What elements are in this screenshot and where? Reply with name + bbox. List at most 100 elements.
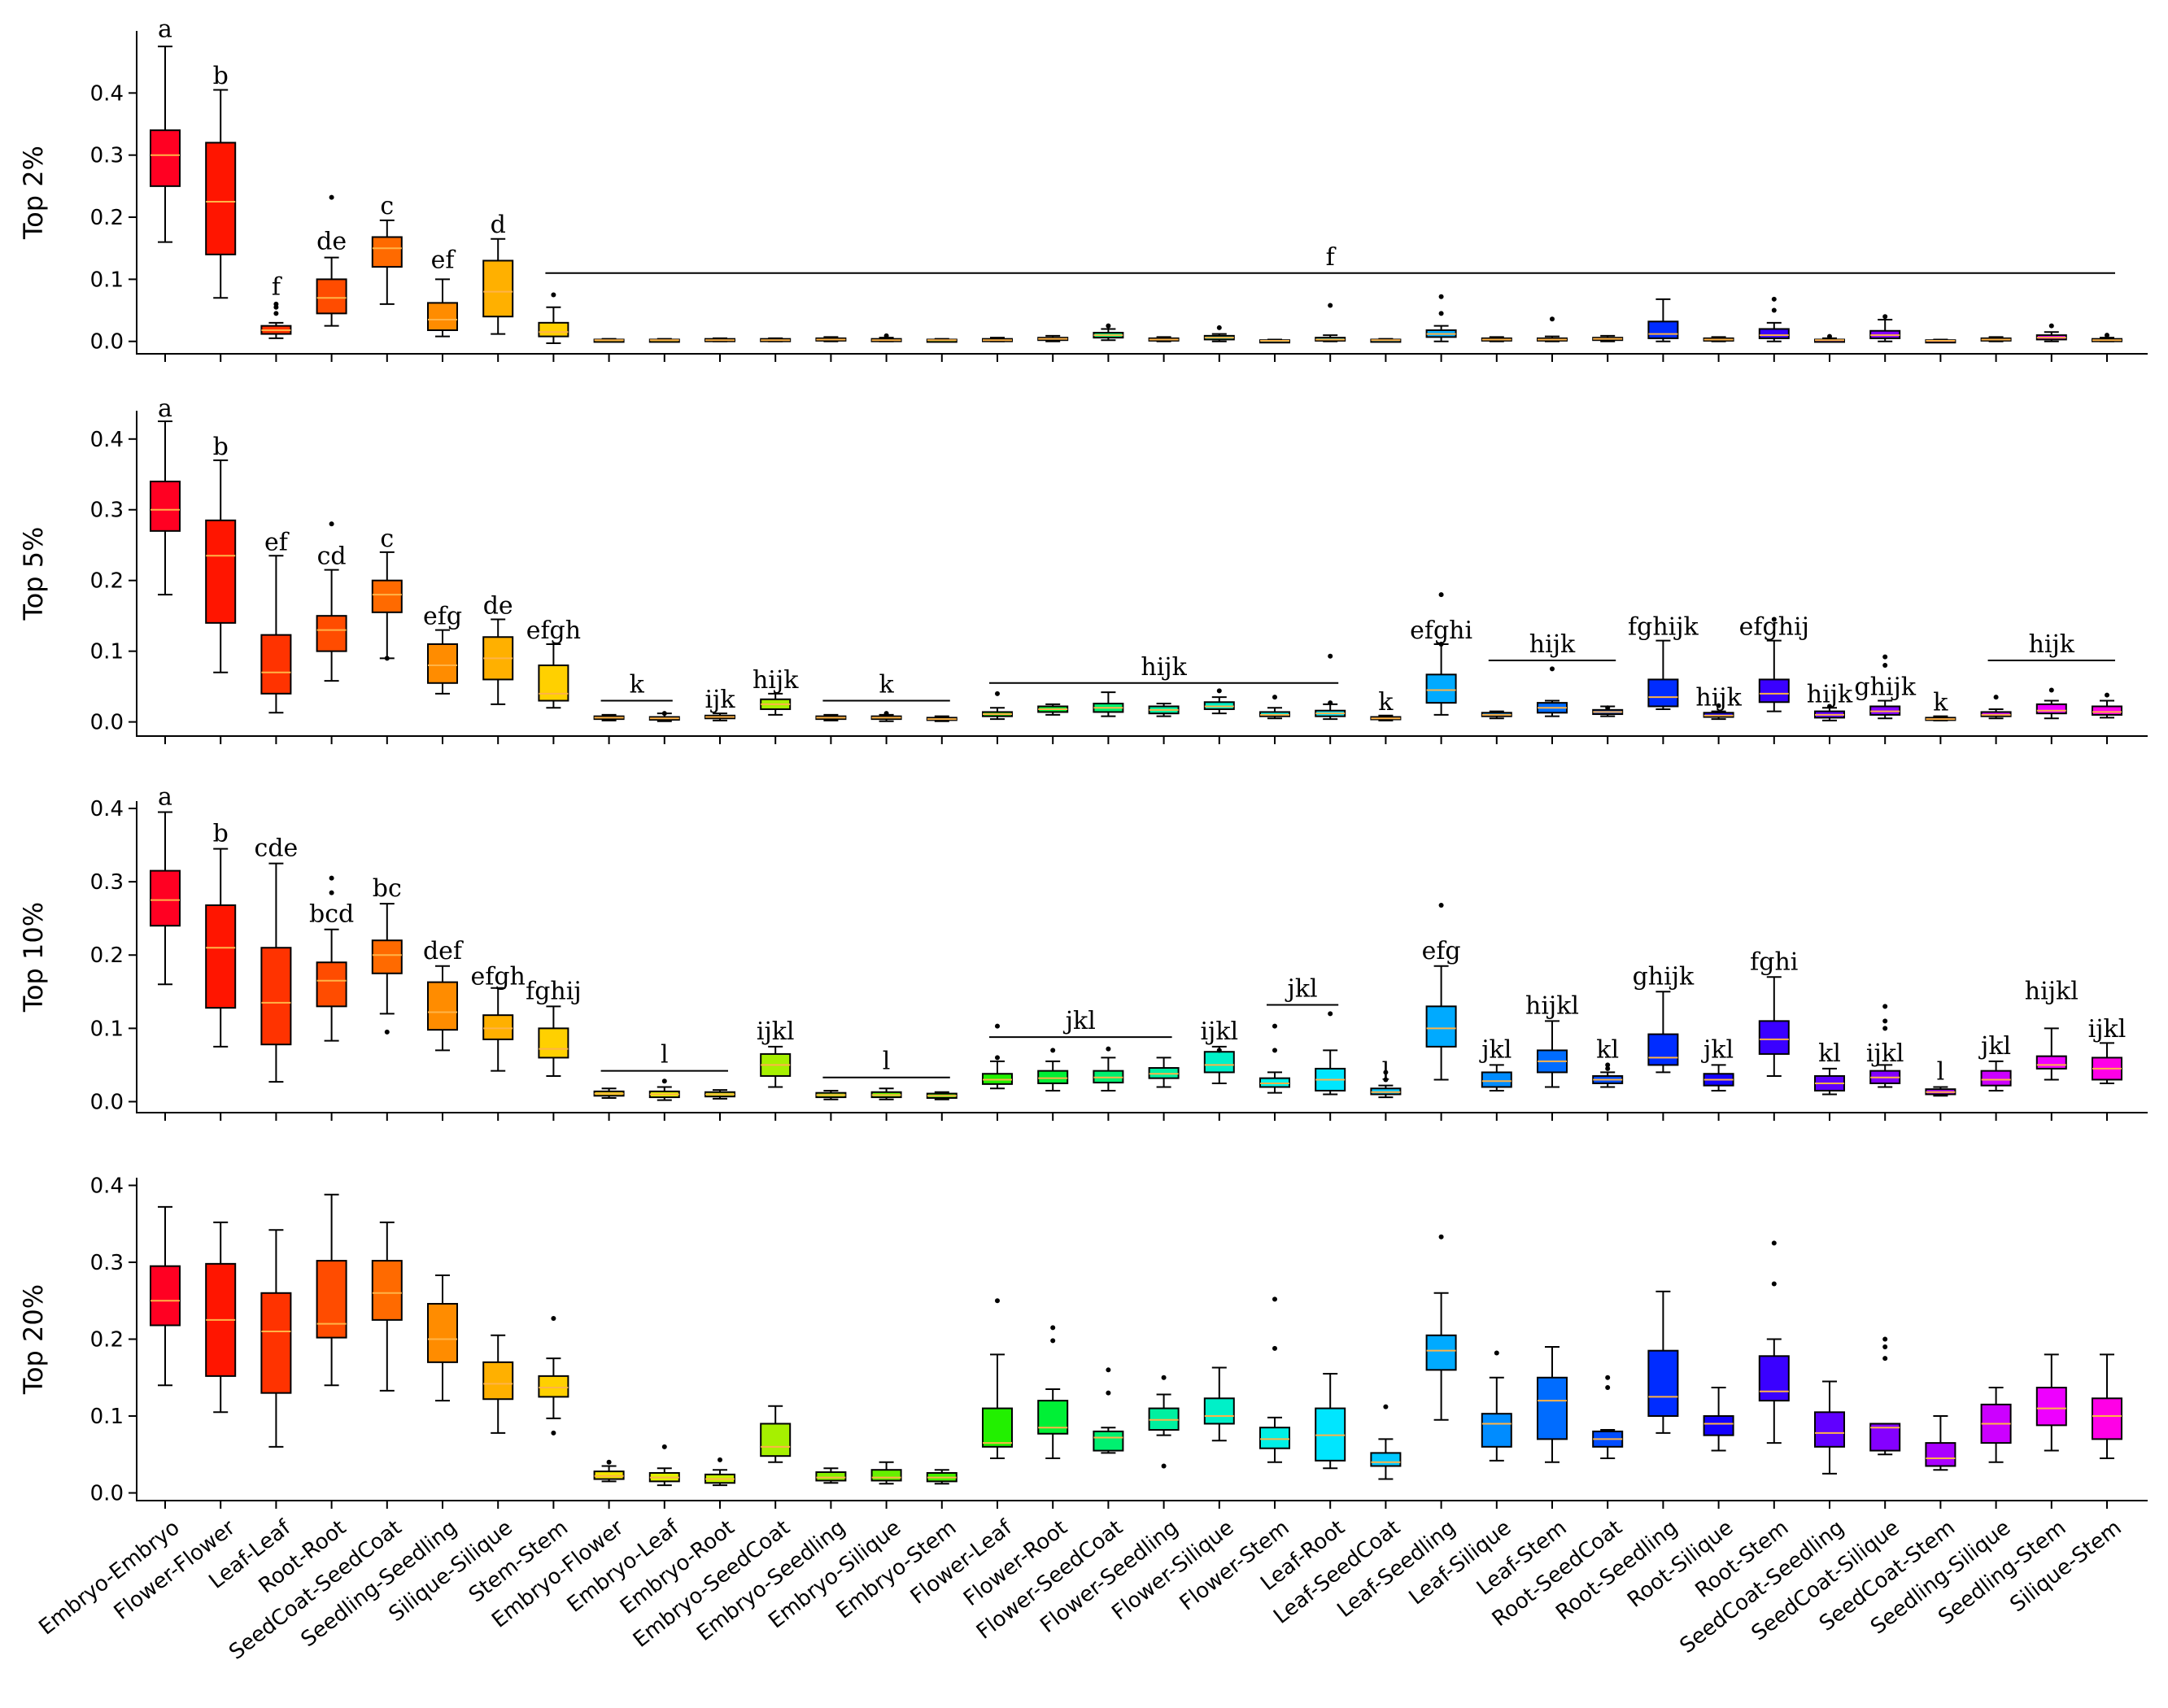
outlier-point xyxy=(329,875,334,881)
box-Embryo-Leaf xyxy=(648,711,680,722)
group-letter: f xyxy=(1326,243,1337,272)
significance-letter: bcd xyxy=(309,900,354,929)
box-Leaf-Seedling xyxy=(1425,294,1457,342)
box-Embryo-Seedling xyxy=(815,1089,847,1100)
box-Leaf-Silique xyxy=(1481,1350,1512,1462)
y-tick-label: 0.0 xyxy=(90,1090,124,1114)
box-Embryo-Silique xyxy=(870,711,902,722)
box-Root-Root xyxy=(316,194,347,327)
outlier-point xyxy=(1106,1046,1111,1052)
box-Root-Stem xyxy=(1758,1240,1790,1444)
box-Embryo-Root xyxy=(704,1457,735,1487)
y-axis-label: Top 2% xyxy=(18,146,49,240)
significance-letter: jkl xyxy=(1701,1035,1734,1064)
group-letter: l xyxy=(661,1041,669,1070)
y-tick-label: 0.1 xyxy=(90,268,124,292)
box-Embryo-Stem xyxy=(926,1469,957,1485)
significance-letter: a xyxy=(158,783,172,812)
outlier-point xyxy=(2048,687,2054,693)
box-Root-Silique xyxy=(1703,336,1734,342)
significance-letter: hijk xyxy=(1695,684,1742,712)
significance-letter: a xyxy=(158,394,172,423)
box-Leaf-Root xyxy=(1315,303,1346,342)
box-SeedCoat-Seedling xyxy=(1814,333,1845,343)
outlier-point xyxy=(995,691,1000,696)
box-Embryo-Stem xyxy=(926,715,957,722)
box-Flower-Stem xyxy=(1259,1296,1290,1463)
box-Embryo-Root xyxy=(704,337,735,342)
outlier-point xyxy=(1771,617,1777,622)
panel-4: 0.0 0.1 0.2 0.3 0.4 Top 20% xyxy=(18,1174,2148,1509)
box-Seedling-Stem xyxy=(2035,323,2067,342)
box-Flower-Leaf xyxy=(982,1298,1013,1460)
outlier-point xyxy=(2105,333,2109,338)
box-Root-Stem xyxy=(1758,296,1790,342)
significance-letter: de xyxy=(316,228,347,256)
significance-letter: ef xyxy=(264,528,290,556)
group-letter: l xyxy=(883,1048,891,1076)
box-Silique-Silique xyxy=(482,237,514,335)
outlier-point xyxy=(1882,1026,1888,1031)
y-tick-label: 0.0 xyxy=(90,1482,124,1506)
outlier-point xyxy=(1882,1336,1888,1342)
box-body xyxy=(316,615,347,652)
box-Stem-Stem xyxy=(538,292,569,345)
box-body xyxy=(150,480,181,532)
box-body xyxy=(1203,1397,1235,1425)
outlier-point xyxy=(661,1078,667,1084)
box-body xyxy=(1425,1005,1457,1048)
box-Flower-SeedCoat xyxy=(1093,691,1124,717)
outlier-point xyxy=(1106,1390,1111,1396)
box-Root-Seedling xyxy=(1647,1290,1679,1434)
box-SeedCoat-SeedCoat xyxy=(371,1221,403,1392)
outlier-point xyxy=(1328,653,1333,659)
significance-letter: efghi xyxy=(1410,617,1472,645)
y-tick-label: 0.2 xyxy=(90,1328,124,1353)
significance-letter: kl xyxy=(1596,1035,1619,1064)
y-tick-label: 0.1 xyxy=(90,1405,124,1429)
box-body xyxy=(260,1292,292,1394)
box-Flower-Leaf xyxy=(982,337,1013,342)
box-Seedling-Silique xyxy=(1980,1060,2012,1091)
significance-letter: ijkl xyxy=(1200,1017,1238,1046)
box-Embryo-Root xyxy=(704,1089,735,1100)
box-Seedling-Stem xyxy=(2035,1027,2067,1081)
box-body xyxy=(1037,1400,1069,1435)
group-letter: hijk xyxy=(1141,653,1187,682)
box-body xyxy=(2092,1397,2122,1440)
box-body xyxy=(1758,328,1790,339)
box-Flower-Seedling xyxy=(1148,336,1180,342)
outlier-point xyxy=(995,1055,1000,1061)
outlier-point xyxy=(329,194,334,200)
box-Seedling-Seedling xyxy=(427,278,458,338)
outlier-point xyxy=(551,292,556,298)
box-Embryo-Embryo xyxy=(150,420,181,596)
outlier-point xyxy=(1161,1463,1167,1469)
box-Embryo-Seedling xyxy=(815,1467,847,1484)
y-tick-label: 0.2 xyxy=(90,206,124,230)
y-tick-label: 0.3 xyxy=(90,144,124,168)
box-Embryo-Silique xyxy=(870,1087,902,1100)
outlier-point xyxy=(1438,592,1444,598)
box-body xyxy=(1370,1452,1402,1467)
y-tick-label: 0.2 xyxy=(90,943,124,968)
significance-letter: ghijk xyxy=(1633,962,1695,991)
box-Embryo-SeedCoat xyxy=(760,1405,792,1463)
significance-letter: kl xyxy=(1818,1039,1841,1068)
box-Embryo-SeedCoat xyxy=(760,337,792,342)
box-body xyxy=(150,129,181,187)
box-Root-Root xyxy=(316,875,347,1042)
box-body xyxy=(316,1260,347,1339)
significance-letter: fghi xyxy=(1750,948,1798,976)
outlier-point xyxy=(273,311,279,316)
outlier-point xyxy=(1993,695,1999,700)
y-tick-label: 0.0 xyxy=(90,711,124,735)
box-Leaf-Leaf xyxy=(260,1229,292,1448)
significance-letter: l xyxy=(1382,1057,1390,1086)
box-Flower-Flower xyxy=(205,459,237,673)
outlier-point xyxy=(1550,316,1555,322)
box-Root-Silique xyxy=(1703,703,1734,721)
box-Embryo-Flower xyxy=(593,713,625,721)
